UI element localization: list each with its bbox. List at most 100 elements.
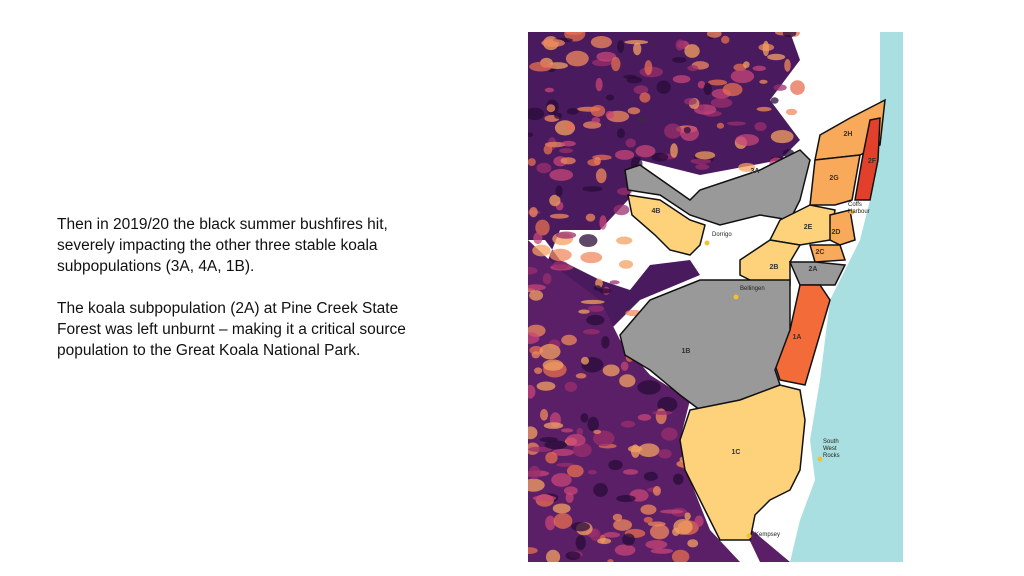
burn-patch	[639, 92, 651, 103]
burn-patch	[710, 97, 733, 108]
burn-patch	[684, 512, 691, 521]
burn-patch	[528, 132, 534, 137]
burn-patch	[684, 97, 697, 105]
town-dot	[704, 240, 710, 246]
burn-patch	[533, 232, 543, 245]
burn-patch	[611, 56, 621, 72]
burn-patch	[616, 128, 625, 139]
zone	[829, 209, 856, 246]
burn-patch	[541, 38, 565, 47]
burn-patch	[650, 548, 674, 554]
town-label: Kempsey	[755, 532, 781, 538]
burn-patch	[578, 309, 590, 314]
burn-patch	[536, 381, 556, 391]
slide-text: Then in 2019/20 the black summer bushfir…	[57, 214, 497, 382]
burn-patch	[672, 75, 691, 84]
burn-patch	[560, 157, 576, 165]
burn-patch	[555, 185, 563, 197]
zone-label: 4A	[637, 117, 647, 124]
zone-label: 3A	[750, 168, 760, 175]
burn-patch	[617, 40, 625, 54]
burn-patch	[563, 486, 578, 496]
burn-patch	[637, 443, 660, 458]
zone-label: 2E	[803, 224, 813, 231]
burn-patch	[660, 509, 684, 514]
burn-patch	[551, 448, 575, 456]
burn-patch	[539, 436, 558, 443]
map	[528, 32, 903, 562]
burn-patch	[785, 108, 798, 116]
burn-patch	[571, 521, 590, 532]
burn-patch	[707, 79, 728, 86]
burn-patch	[545, 549, 561, 562]
burn-patch	[695, 163, 710, 170]
text-line: subpopulations (3A, 4A, 1B).	[57, 258, 255, 275]
burn-patch	[784, 59, 791, 72]
sea	[790, 32, 903, 562]
text-line: Then in 2019/20 the black summer bushfir…	[57, 216, 388, 233]
burn-patch	[624, 39, 649, 45]
burn-patch	[661, 427, 678, 441]
burn-patch	[782, 32, 797, 38]
burn-patch	[706, 32, 722, 38]
burn-patch	[575, 373, 587, 379]
town-dot	[746, 533, 752, 539]
burn-patch	[603, 532, 621, 538]
zone-label: 2H	[843, 131, 853, 138]
burn-patch	[607, 559, 614, 562]
burn-patch	[529, 290, 544, 301]
burn-patch	[528, 547, 538, 555]
zone-label: 2B	[769, 264, 779, 271]
burn-patch	[618, 260, 634, 269]
burn-patch	[599, 215, 607, 230]
text-line: population to the Great Koala National P…	[57, 342, 361, 359]
burn-patch	[575, 535, 586, 551]
burn-patch	[528, 446, 553, 453]
burn-patch	[580, 251, 603, 264]
burn-patch	[591, 117, 601, 124]
burn-patch	[752, 65, 767, 72]
zone	[739, 239, 802, 286]
burn-patch	[672, 473, 684, 485]
burn-patch	[670, 143, 678, 158]
burn-patch	[620, 361, 629, 371]
burn-patch	[555, 231, 577, 239]
burn-patch	[582, 329, 600, 335]
burn-patch	[528, 332, 540, 344]
burn-patch	[698, 104, 705, 111]
town-label: Bellingen	[740, 286, 765, 292]
burn-patch	[549, 169, 574, 181]
burn-patch	[595, 77, 603, 92]
burn-patch	[543, 144, 553, 155]
burn-patch	[565, 551, 581, 561]
burn-patch	[566, 464, 584, 478]
burn-patch	[643, 516, 653, 524]
burn-mosaic	[528, 32, 808, 562]
burn-patch	[539, 409, 549, 421]
burn-patch	[637, 380, 661, 395]
burn-patch	[590, 104, 606, 117]
burn-patch	[532, 495, 557, 502]
burn-patch	[549, 213, 569, 219]
burn-patch	[546, 104, 556, 113]
burn-patch	[528, 266, 538, 275]
burn-patch	[587, 305, 605, 312]
burn-patch	[652, 410, 673, 415]
zone-label: 1A	[792, 334, 802, 341]
burn-patch	[619, 374, 636, 388]
burn-patch	[528, 384, 536, 399]
burn-patch	[539, 343, 561, 360]
burn-patch	[640, 504, 657, 515]
burn-patch	[544, 440, 568, 450]
zone-label: 2G	[829, 175, 839, 182]
zone-label: 2C	[815, 249, 825, 256]
burn-patch	[587, 159, 601, 167]
burn-patch	[613, 204, 630, 216]
burn-patch	[554, 112, 563, 119]
zone	[624, 149, 811, 226]
burn-patch	[644, 60, 653, 76]
town-dot	[733, 294, 739, 300]
zone-label: 2D	[831, 229, 841, 236]
burn-patch	[580, 299, 605, 305]
burn-patch	[549, 194, 561, 207]
